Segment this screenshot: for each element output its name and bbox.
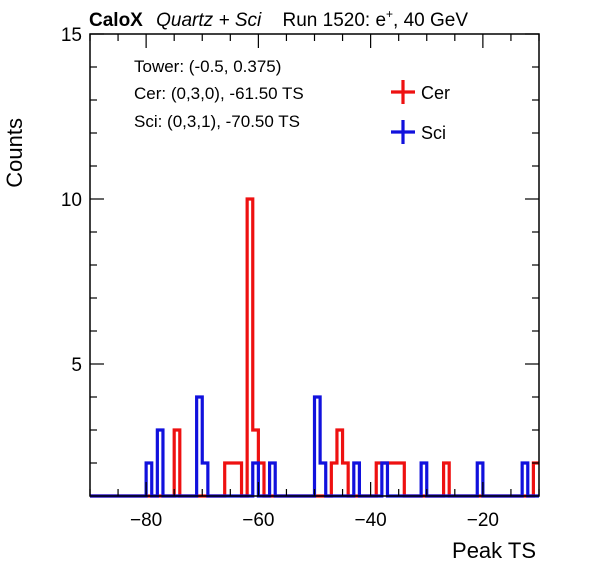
header-run-suffix: , 40 GeV bbox=[393, 10, 468, 31]
x-tick-label: −80 bbox=[130, 510, 162, 531]
legend-item-sci: Sci bbox=[391, 120, 446, 144]
legend-label: Sci bbox=[421, 123, 446, 143]
legend: Cer Sci bbox=[391, 80, 450, 144]
x-tick-label: −20 bbox=[467, 510, 499, 531]
header-run-sup: + bbox=[386, 7, 393, 21]
legend-label: Cer bbox=[421, 83, 450, 103]
tick-layer: −80 −60 −40 −20 5 10 15 bbox=[61, 25, 540, 531]
info-line-sci: Sci: (0,3,1), -70.50 TS bbox=[134, 112, 300, 131]
y-tick-label: 10 bbox=[61, 190, 82, 211]
series-sci-line bbox=[90, 395, 539, 498]
info-line-tower: Tower: (-0.5, 0.375) bbox=[134, 57, 281, 76]
y-tick-label: 5 bbox=[71, 355, 82, 376]
info-line-cer: Cer: (0,3,0), -61.50 TS bbox=[134, 84, 304, 103]
header-run: Run 1520: e bbox=[283, 10, 387, 31]
x-tick-label: −60 bbox=[242, 510, 274, 531]
header-brand: CaloX bbox=[89, 10, 143, 31]
series-layer bbox=[90, 197, 539, 498]
y-tick-label: 15 bbox=[61, 25, 82, 46]
x-tick-label: −40 bbox=[355, 510, 387, 531]
info-box: Tower: (-0.5, 0.375) Cer: (0,3,0), -61.5… bbox=[134, 57, 304, 131]
y-axis-title: Counts bbox=[2, 118, 27, 188]
legend-item-cer: Cer bbox=[391, 80, 450, 104]
x-axis-title: Peak TS bbox=[452, 538, 536, 563]
chart-header: CaloX Quartz + Sci Run 1520: e+, 40 GeV bbox=[89, 7, 468, 31]
header-subtitle: Quartz + Sci bbox=[156, 10, 262, 31]
